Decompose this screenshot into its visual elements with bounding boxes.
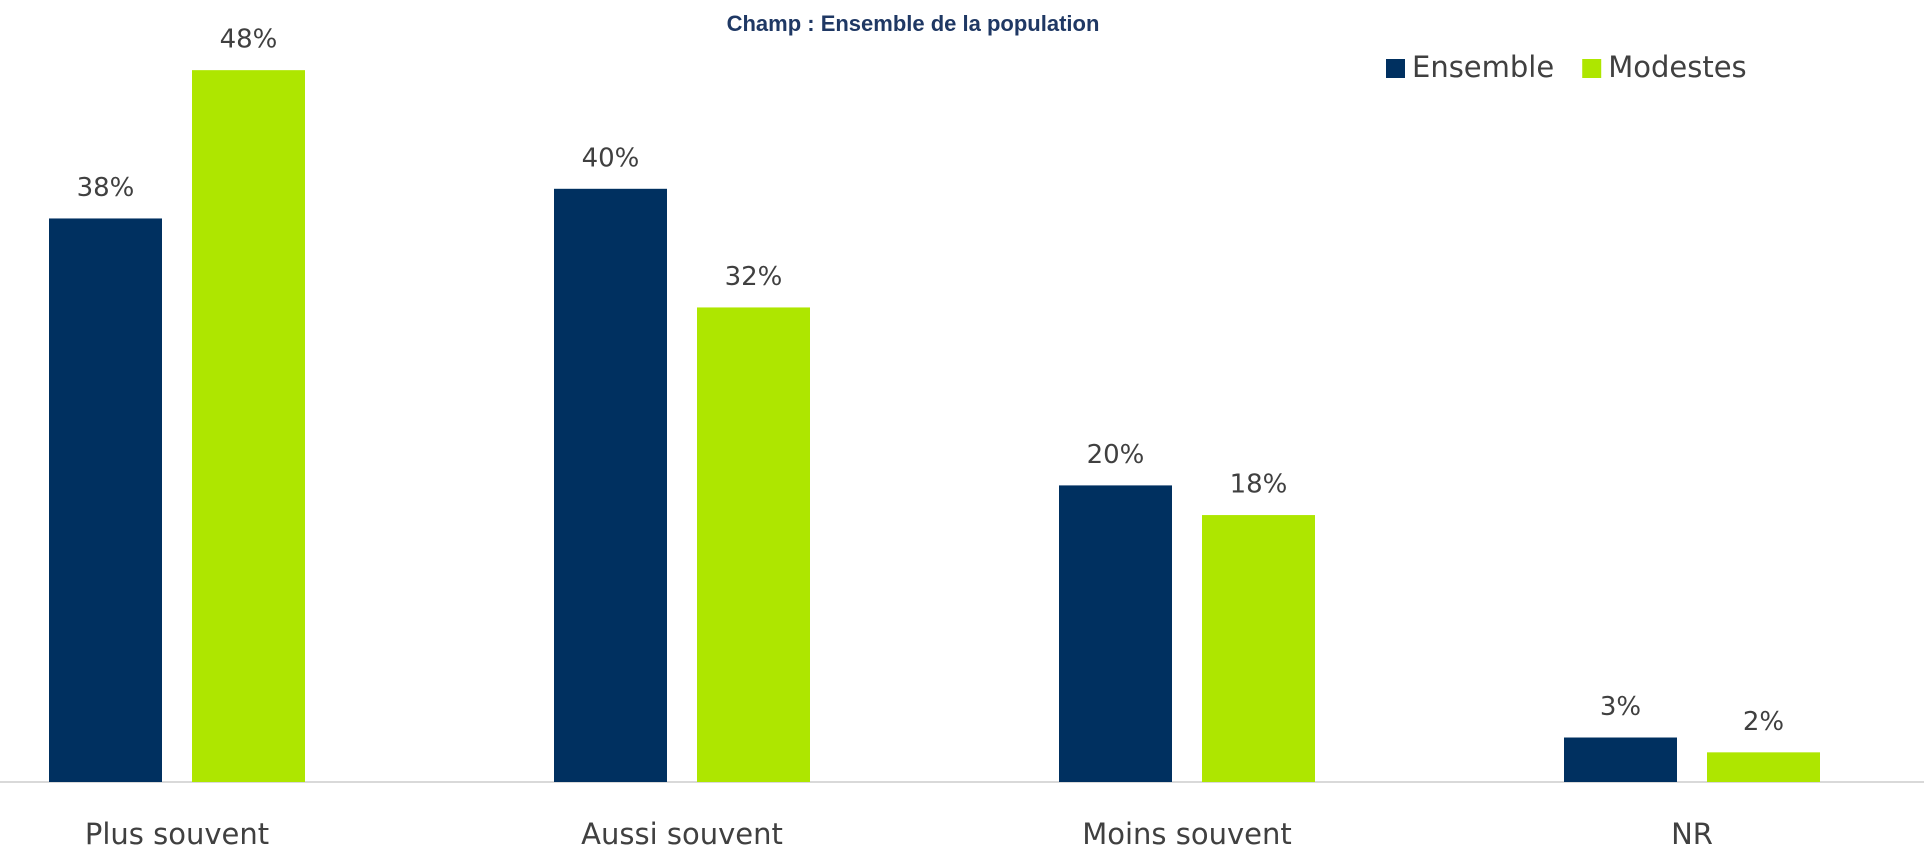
- bar: [1202, 515, 1315, 782]
- data-label: 32%: [725, 262, 783, 292]
- legend-label: Ensemble: [1412, 50, 1554, 84]
- data-label: 18%: [1230, 470, 1288, 500]
- data-label: 48%: [220, 25, 278, 55]
- data-label: 38%: [77, 173, 135, 203]
- data-label: 20%: [1087, 440, 1145, 470]
- bar: [697, 307, 810, 782]
- bar: [1564, 737, 1677, 782]
- bar: [1707, 752, 1820, 782]
- data-label: 2%: [1743, 707, 1784, 737]
- x-tick-label: Aussi souvent: [581, 817, 783, 849]
- x-tick-label: Plus souvent: [85, 817, 269, 849]
- data-label: 40%: [582, 143, 640, 173]
- chart-title: Champ : Ensemble de la population: [727, 11, 1100, 36]
- x-tick-label: NR: [1671, 817, 1713, 849]
- legend-swatch: [1582, 59, 1602, 78]
- bar: [49, 218, 162, 782]
- data-label: 3%: [1600, 692, 1641, 722]
- bar: [554, 188, 667, 783]
- legend-swatch: [1386, 59, 1405, 78]
- legend-label: Modestes: [1608, 50, 1746, 84]
- bar: [1059, 485, 1172, 782]
- bar: [192, 70, 305, 782]
- x-tick-label: Moins souvent: [1082, 817, 1292, 849]
